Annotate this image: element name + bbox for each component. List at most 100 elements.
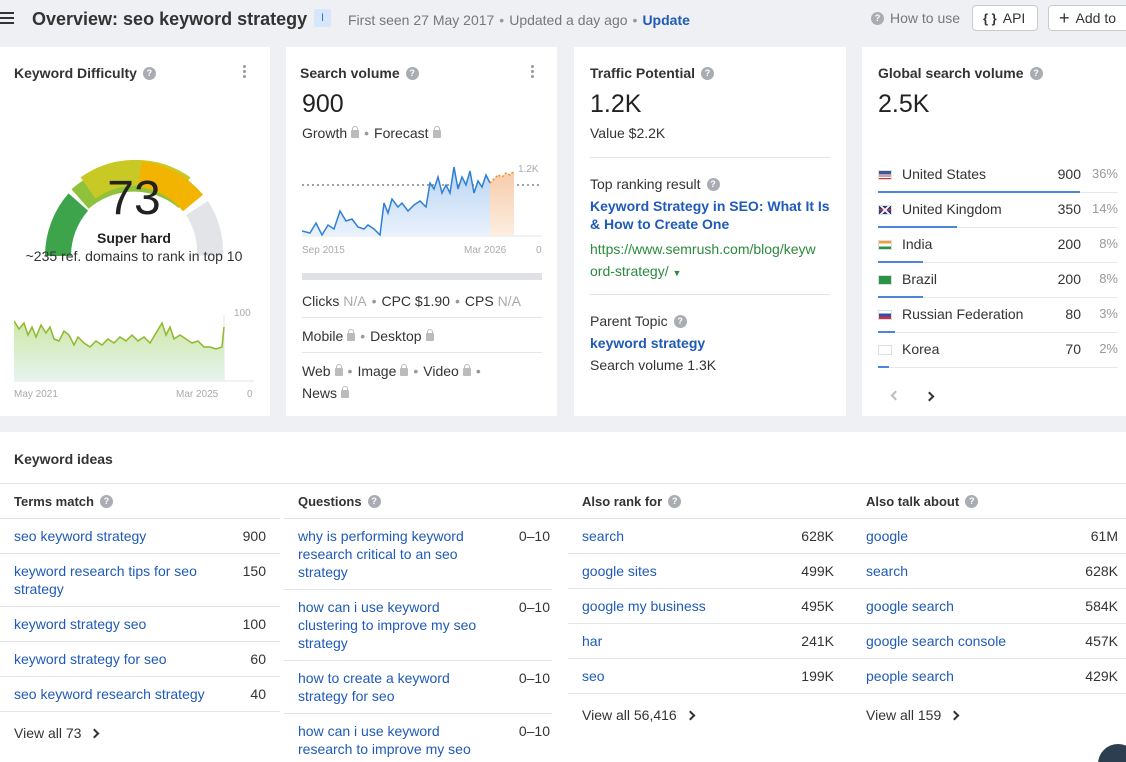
add-to-button[interactable]: + Add to <box>1048 5 1126 31</box>
top-result-url-link[interactable]: https://www.semrush.com/blog/keyw ord-st… <box>590 238 816 284</box>
keyword-link[interactable]: google search <box>866 598 954 614</box>
chat-widget-button[interactable] <box>1098 744 1126 762</box>
more-options-icon[interactable] <box>243 65 247 80</box>
keyword-volume: 900 <box>242 528 266 544</box>
country-row[interactable]: United States 900 36% <box>878 163 1118 198</box>
chevron-right-icon <box>90 728 100 738</box>
top-result-label-row: Top ranking result ? <box>590 176 720 192</box>
web-label[interactable]: Web <box>302 363 331 379</box>
country-volume: 200 <box>1057 236 1081 252</box>
keyword-link[interactable]: har <box>582 633 603 649</box>
keyword-link[interactable]: seo <box>582 668 605 684</box>
country-row[interactable]: Brazil 200 8% <box>878 268 1118 303</box>
cps-value: N/A <box>497 293 521 309</box>
also-talk-about-title[interactable]: Also talk about <box>866 494 960 509</box>
help-icon[interactable]: ? <box>1029 66 1043 80</box>
help-icon[interactable]: ? <box>965 495 979 508</box>
keyword-link[interactable]: people search <box>866 668 954 684</box>
divider <box>0 676 280 677</box>
desktop-label[interactable]: Desktop <box>370 328 422 344</box>
gauge-segment-green <box>45 193 89 257</box>
help-icon[interactable]: ? <box>142 66 156 80</box>
video-label[interactable]: Video <box>423 363 459 379</box>
divider <box>568 623 852 624</box>
terms-match-title[interactable]: Terms match <box>14 494 94 509</box>
card-title: Search volume ? <box>300 65 419 81</box>
chart-range-scrollbar[interactable] <box>302 273 542 280</box>
image-label[interactable]: Image <box>357 363 397 379</box>
more-options-icon[interactable] <box>531 65 535 80</box>
help-icon[interactable]: ? <box>706 177 720 191</box>
divider <box>0 483 1126 484</box>
column-header: Also rank for? <box>582 494 682 509</box>
keyword-link[interactable]: keyword strategy seo <box>14 616 147 632</box>
first-seen: First seen 27 May 2017 <box>348 12 495 28</box>
keyword-link[interactable]: seo keyword research strategy <box>14 686 205 702</box>
top-result-title-link[interactable]: Keyword Strategy in SEO: What It Is & Ho… <box>590 197 830 233</box>
keyword-link[interactable]: google <box>866 528 909 544</box>
menu-icon[interactable] <box>0 12 14 25</box>
keyword-link[interactable]: keyword research tips for seo strategy <box>14 563 197 597</box>
sv-axis-end: Mar 2026 <box>464 245 507 256</box>
view-all-also-rank-link[interactable]: View all 56,416 <box>582 707 696 723</box>
country-row[interactable]: India 200 8% <box>878 233 1118 268</box>
help-icon[interactable]: ? <box>668 495 682 508</box>
divider <box>284 713 552 714</box>
caret-down-icon[interactable]: ▼ <box>672 268 682 278</box>
help-icon[interactable]: ? <box>701 66 715 80</box>
next-page-button[interactable] <box>924 387 935 403</box>
keyword-link[interactable]: search <box>582 528 625 544</box>
api-button[interactable]: { } API <box>972 5 1038 31</box>
add-to-label: Add to <box>1075 10 1116 26</box>
sv-history-chart <box>302 166 542 237</box>
sv-area <box>302 167 490 236</box>
clicks-label: Clicks <box>302 293 340 309</box>
growth-label[interactable]: Growth <box>302 125 348 141</box>
view-all-also-talk-link[interactable]: View all 159 <box>866 707 960 723</box>
keyword-link[interactable]: seo keyword strategy <box>14 528 147 544</box>
country-volume: 900 <box>1057 166 1081 182</box>
update-link[interactable]: Update <box>642 12 690 28</box>
growth-forecast-row: Growth • Forecast <box>302 125 441 141</box>
country-row[interactable]: Korea 70 2% <box>878 338 1118 373</box>
keyword-link[interactable]: google my business <box>582 598 706 614</box>
parent-topic-link[interactable]: keyword strategy <box>590 335 706 351</box>
keyword-volume: 241K <box>801 633 834 649</box>
divider <box>852 693 1126 694</box>
mobile-label[interactable]: Mobile <box>302 328 344 344</box>
keyword-link[interactable]: google sites <box>582 563 657 579</box>
country-row[interactable]: Russian Federation 80 3% <box>878 303 1118 338</box>
help-icon[interactable]: ? <box>367 495 381 508</box>
keyword-idea-row: google 61M <box>866 527 1118 545</box>
keyword-idea-row: search 628K <box>866 562 1118 580</box>
lock-icon <box>341 386 350 398</box>
keyword-link[interactable]: search <box>866 563 909 579</box>
kd-axis-min: 0 <box>247 389 253 400</box>
forecast-label[interactable]: Forecast <box>374 125 429 141</box>
keyword-link[interactable]: how can i use keyword research to improv… <box>298 723 471 762</box>
how-to-use-link[interactable]: ? How to use <box>871 10 960 26</box>
also-rank-for-title[interactable]: Also rank for <box>582 494 663 509</box>
help-icon[interactable]: ? <box>405 66 419 80</box>
view-all-label: View all 73 <box>14 725 82 741</box>
keyword-link[interactable]: how to create a keyword strategy for seo <box>298 670 450 704</box>
divider <box>568 658 852 659</box>
help-icon[interactable]: ? <box>673 314 687 328</box>
chevron-right-icon <box>685 710 696 720</box>
keyword-link[interactable]: google search console <box>866 633 1007 649</box>
view-all-terms-link[interactable]: View all 73 <box>14 725 100 741</box>
keyword-ideas-panel: Keyword ideas Terms match? seo keyword s… <box>0 432 1126 762</box>
share-bar-track <box>878 297 1118 298</box>
keyword-link[interactable]: keyword strategy for seo <box>14 651 167 667</box>
questions-title[interactable]: Questions <box>298 494 362 509</box>
keyword-link[interactable]: how can i use keyword clustering to impr… <box>298 599 477 651</box>
keyword-link[interactable]: why is performing keyword research criti… <box>298 528 464 580</box>
news-label[interactable]: News <box>302 385 338 401</box>
prev-page-button[interactable] <box>890 386 901 402</box>
divider <box>852 588 1126 589</box>
help-icon[interactable]: ? <box>99 495 113 508</box>
country-row[interactable]: United Kingdom 350 14% <box>878 198 1118 233</box>
card-title: Traffic Potential ? <box>590 65 715 81</box>
kd-area <box>14 321 224 381</box>
country-name: United States <box>902 166 987 182</box>
